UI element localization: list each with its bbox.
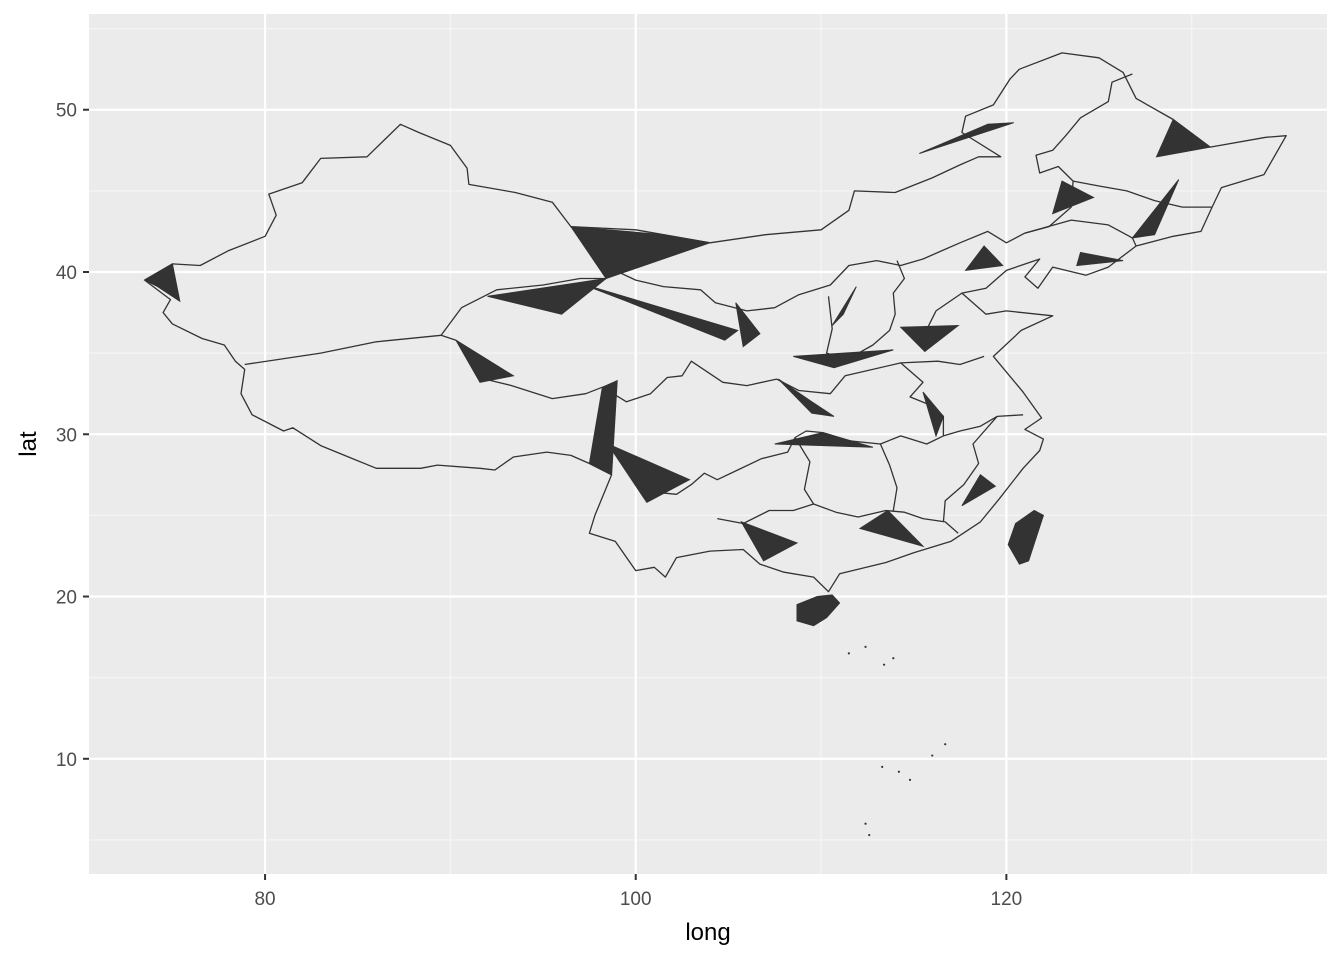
paracel-islands-dot-1 [864,645,867,648]
taiwan [1007,509,1045,565]
spratly-islands-dot-2 [931,754,934,757]
y-tick-label-4: 50 [56,101,77,122]
spratly-islands-dot-1 [908,778,912,781]
internal-jilin-liaoning [1024,219,1137,247]
sliver-qinghai-gansu [487,277,608,315]
sliver-fujian [961,474,997,507]
spratly-islands-dot-4 [881,765,884,769]
internal-heilongjiang-jilin [1072,180,1213,208]
sliver-inner-mongolia-e [1051,180,1095,215]
sliver-yunnan-s [606,442,691,504]
spratly-islands-dot-3 [944,743,947,746]
internal-henan-hubei-anhui [900,362,945,436]
hainan [796,594,841,627]
map-geometry [143,52,1287,837]
x-tick-label-1: 100 [620,889,652,910]
x-tick-label-0: 80 [254,889,275,910]
sliver-guangxi [740,520,799,562]
x-tick-label-2: 120 [991,889,1023,910]
major-gridlines [89,14,1327,874]
sliver-hainan-like [778,378,835,417]
sliver-anhui [922,391,944,438]
plot-panel [89,14,1327,874]
sliver-heilongjiang-n [919,122,1014,154]
outer-border [144,52,1287,593]
sliver-shandong [899,324,960,353]
sliver-guangdong [858,509,925,548]
paracel-islands-dot-3 [892,657,895,660]
paracel-islands-dot-0 [847,652,850,655]
y-tick-label-3: 40 [56,263,77,284]
spratly-islands-dot-6 [868,833,871,837]
internal-guangxi-guizhou [717,503,959,534]
internal-shanxi-hebei [825,260,906,361]
y-axis-title: lat [15,431,42,457]
y-tick-label-1: 20 [56,588,77,609]
y-axis-ticks: 10 20 30 40 50 [56,101,89,771]
sliver-liaoning [1076,251,1124,267]
internal-qinghai-sichuan [602,355,985,403]
y-tick-label-0: 10 [56,750,77,771]
sliver-shanxi [831,286,857,326]
x-axis-ticks: 80 100 120 [254,874,1022,910]
internal-xinjiang-qinghai [440,277,607,336]
spratly-islands-dot-5 [864,822,867,825]
y-tick-label-2: 30 [56,425,77,446]
internal-gansu-inner-mongolia [570,73,1133,312]
sliver-hebei [964,245,1004,272]
sliver-gansu-band [579,282,739,341]
sliver-jilin [1131,179,1180,239]
paracel-islands-dot-2 [882,663,886,666]
internal-jiangxi-fujian-zhejiang [942,415,998,522]
internal-guizhou-hunan [794,437,815,505]
sliver-ningxia [735,302,761,348]
x-axis-title: long [685,919,730,946]
internal-xinjiang-tibet [244,334,603,400]
internal-hunan-jiangxi [879,443,898,511]
spratly-islands-dot-0 [897,770,900,773]
sliver-tibet-nw [455,339,515,383]
internal-shandong-jiangsu [922,292,963,338]
